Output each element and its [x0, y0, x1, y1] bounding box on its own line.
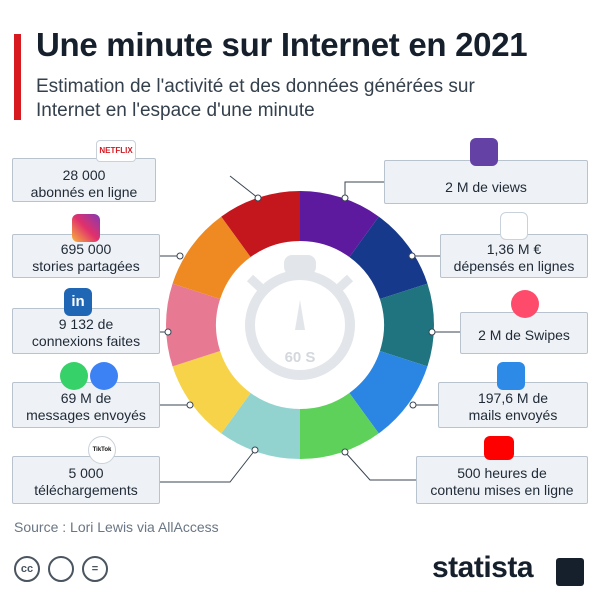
leader-dot-tinder: [428, 328, 436, 336]
leader-dot-youtube: [341, 448, 349, 456]
mail-icon: [497, 362, 525, 390]
instagram-value: 695 000: [60, 241, 112, 257]
tiktok-icon: TikTok: [88, 436, 116, 464]
ring-segment-twitch: [300, 191, 379, 258]
mail-value: 197,6 M de: [477, 390, 549, 406]
youtube-label: contenu mises en ligne: [430, 482, 574, 498]
amazon-card: 1,36 M € dépensés en lignes: [440, 234, 588, 278]
messaging-label: messages envoyés: [26, 407, 146, 423]
ring-segments: [166, 191, 434, 459]
twitch-card: 2 M de views: [384, 160, 588, 204]
messaging-card: 69 M de messages envoyés: [12, 382, 160, 428]
linkedin-label: connexions faites: [31, 333, 141, 349]
accent-bar: [14, 34, 21, 120]
leader-dot-messaging: [186, 401, 194, 409]
instagram-icon: [72, 214, 100, 242]
messenger-icon: [90, 362, 118, 390]
mail-label: mails envoyés: [468, 407, 558, 423]
leader-dot-mail: [409, 401, 417, 409]
twitch-icon: [470, 138, 498, 166]
youtube-value: 500 heures de: [457, 465, 547, 481]
leader-line-twitch: [344, 181, 384, 198]
cc-icon: cc: [14, 556, 40, 582]
tinder-value: 2 M de Swipes: [478, 327, 570, 343]
leader-lines: [160, 175, 460, 483]
leader-line-tiktok: [160, 449, 256, 483]
amazon-label: dépensés en lignes: [453, 258, 575, 274]
netflix-card: 28 000 abonnés en ligne: [12, 158, 156, 202]
ring-segment-messaging: [172, 350, 251, 434]
ring-segment-linkedin: [166, 283, 221, 367]
leader-dot-linkedin: [164, 328, 172, 336]
ring-segment-amazon: [349, 216, 428, 300]
timer-label: 60 S: [285, 349, 316, 366]
ring-segment-mail: [349, 350, 428, 434]
leader-dot-instagram: [176, 252, 184, 260]
source-note: Source : Lori Lewis via AllAccess: [14, 519, 219, 535]
tinder-flame-icon: [511, 290, 539, 318]
page-subtitle: Estimation de l'activité et des données …: [36, 76, 475, 121]
youtube-icon: [484, 436, 514, 460]
page-title: Une minute sur Internet en 2021: [36, 26, 528, 63]
messaging-value: 69 M de: [60, 390, 112, 406]
ring-segment-youtube: [300, 392, 379, 459]
tiktok-card: 5 000 téléchargements: [12, 456, 160, 504]
ring-segment-tinder: [379, 283, 434, 367]
netflix-logo-icon: NETFLIX: [96, 140, 136, 162]
amazon-value: 1,36 M €: [486, 241, 542, 257]
tiktok-label: téléchargements: [34, 482, 138, 498]
linkedin-value: 9 132 de: [58, 316, 114, 332]
instagram-label: stories partagées: [32, 258, 140, 274]
tiktok-value: 5 000: [68, 465, 104, 481]
whatsapp-icon: [60, 362, 88, 390]
twitch-value: 2 M de views: [445, 179, 527, 195]
netflix-value: 28 000: [62, 167, 106, 183]
leader-dot-netflix: [254, 194, 262, 202]
linkedin-icon: in: [64, 288, 92, 316]
stopwatch-icon: [245, 255, 355, 380]
license-icons: cc =: [14, 556, 108, 582]
youtube-card: 500 heures de contenu mises en ligne: [416, 456, 588, 504]
leader-line-youtube: [344, 451, 416, 481]
ring-segment-instagram: [172, 216, 251, 300]
leader-dot-amazon: [408, 252, 416, 260]
ring-segment-tiktok: [221, 392, 300, 459]
nd-icon: =: [82, 556, 108, 582]
tinder-card: 2 M de Swipes: [460, 312, 588, 354]
leader-dot-twitch: [341, 194, 349, 202]
shopping-cart-icon: [500, 212, 528, 240]
by-icon: [48, 556, 74, 582]
netflix-label: abonnés en ligne: [30, 184, 138, 200]
ring-segment-netflix: [221, 191, 300, 258]
statista-logo: statista: [432, 551, 534, 584]
leader-line-netflix: [229, 175, 259, 199]
statista-logo-mark: [556, 558, 584, 586]
leader-dot-tiktok: [251, 446, 259, 454]
